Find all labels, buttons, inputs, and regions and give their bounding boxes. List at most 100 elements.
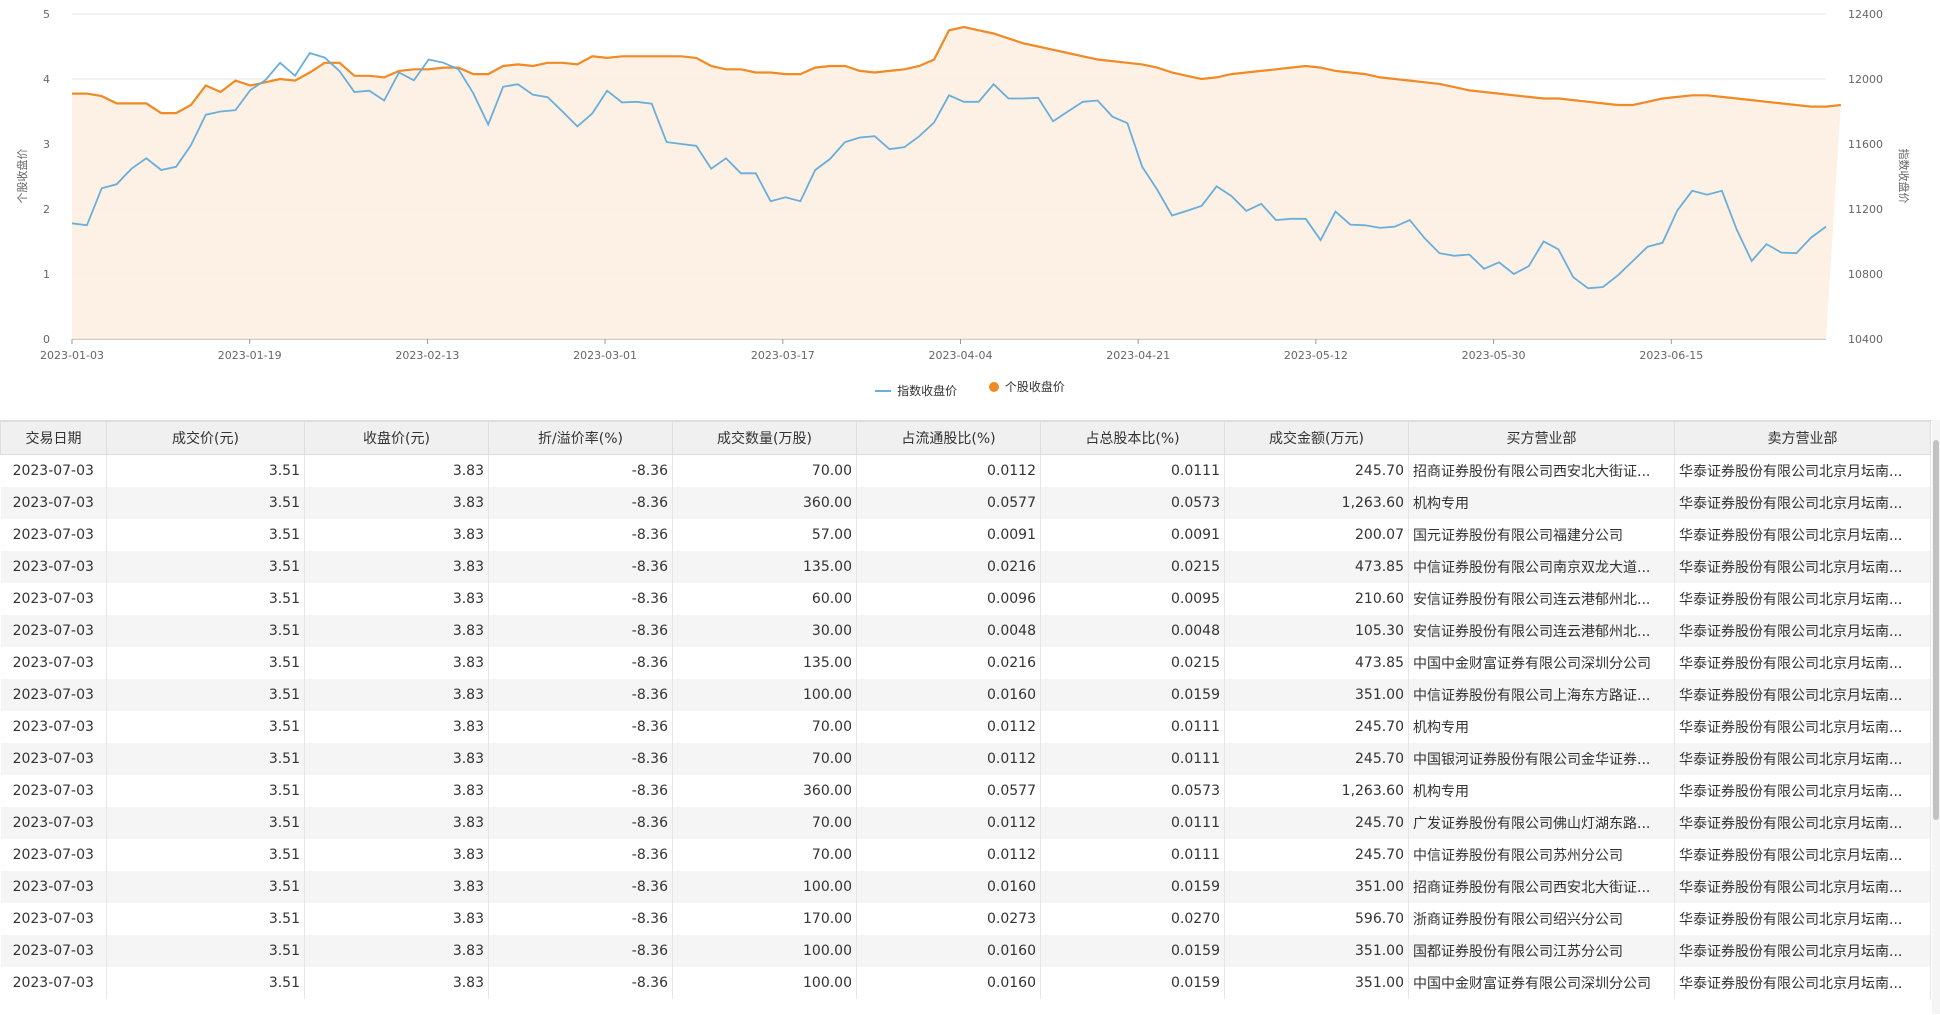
- x-tick-label: 2023-05-12: [1284, 349, 1348, 362]
- table-cell: -8.36: [488, 583, 673, 615]
- table-cell: -8.36: [488, 967, 673, 999]
- table-cell: 0.0111: [1040, 839, 1225, 871]
- table-cell: 0.0577: [856, 487, 1041, 519]
- scrollbar-thumb[interactable]: [1933, 440, 1939, 820]
- table-cell: 2023-07-03: [0, 519, 107, 551]
- table-row[interactable]: 2023-07-03 3.51 3.83 -8.36 135.00 0.0216 0.021…: [0, 551, 1931, 583]
- table-row[interactable]: 2023-07-03 3.51 3.83 -8.36 57.00 0.0091 0.0091…: [0, 519, 1931, 551]
- table-row[interactable]: 2023-07-03 3.51 3.83 -8.36 100.00 0.0160 0.015…: [0, 871, 1931, 903]
- left-tick-label: 5: [43, 8, 50, 21]
- price-chart: 0 1 2 3 4 5 10400 10800 11200 11600 12000 12400 个股收盘…: [0, 0, 1940, 415]
- right-tick-label: 10800: [1848, 268, 1883, 281]
- table-cell: 中国中金财富证券有限公司深圳分公司: [1408, 967, 1675, 999]
- table-cell: 3.51: [106, 454, 305, 487]
- table-cell: 3.83: [304, 935, 489, 967]
- table-row[interactable]: 2023-07-03 3.51 3.83 -8.36 170.00 0.0273 0.027…: [0, 903, 1931, 935]
- table-cell: 0.0159: [1040, 935, 1225, 967]
- table-row[interactable]: 2023-07-03 3.51 3.83 -8.36 360.00 0.0577 0.057…: [0, 487, 1931, 519]
- column-header[interactable]: 折/溢价率(%): [488, 421, 673, 455]
- table-cell: 0.0160: [856, 967, 1041, 999]
- table-cell: 473.85: [1224, 647, 1409, 679]
- table-cell: 2023-07-03: [0, 487, 107, 519]
- legend-line-icon: [875, 389, 892, 392]
- column-header[interactable]: 买方营业部: [1408, 421, 1675, 455]
- table-cell: 机构专用: [1408, 487, 1675, 519]
- table-row[interactable]: 2023-07-03 3.51 3.83 -8.36 70.00 0.0112 0.0111…: [0, 743, 1931, 775]
- table-cell: -8.36: [488, 871, 673, 903]
- table-cell: 安信证券股份有限公司连云港郁州北...: [1408, 615, 1675, 647]
- table-cell: 0.0573: [1040, 487, 1225, 519]
- legend-label-index: 指数收盘价: [897, 384, 958, 398]
- legend-item-stock[interactable]: 个股收盘价: [988, 378, 1065, 395]
- table-cell: 招商证券股份有限公司西安北大街证...: [1408, 454, 1675, 487]
- table-cell: -8.36: [488, 551, 673, 583]
- left-tick-label: 4: [43, 73, 50, 86]
- table-cell: 2023-07-03: [0, 935, 107, 967]
- table-cell: 0.0112: [856, 743, 1041, 775]
- table-cell: 招商证券股份有限公司西安北大街证...: [1408, 871, 1675, 903]
- table-cell: 3.83: [304, 871, 489, 903]
- table-cell: 2023-07-03: [0, 839, 107, 871]
- table-cell: 245.70: [1224, 454, 1409, 487]
- table-cell: 2023-07-03: [0, 967, 107, 999]
- table-cell: 3.51: [106, 583, 305, 615]
- table-scrollbar[interactable]: [1932, 420, 1940, 1014]
- table-cell: -8.36: [488, 711, 673, 743]
- table-row[interactable]: 2023-07-03 3.51 3.83 -8.36 100.00 0.0160 0.015…: [0, 679, 1931, 711]
- table-row[interactable]: 2023-07-03 3.51 3.83 -8.36 70.00 0.0112 0.0111…: [0, 454, 1931, 487]
- column-header[interactable]: 成交金额(万元): [1224, 421, 1409, 455]
- table-cell: 210.60: [1224, 583, 1409, 615]
- table-cell: 0.0216: [856, 647, 1041, 679]
- x-tick-label: 2023-05-30: [1462, 349, 1526, 362]
- table-cell: 596.70: [1224, 903, 1409, 935]
- column-header[interactable]: 占总股本比(%): [1040, 421, 1225, 455]
- table-cell: 60.00: [672, 583, 857, 615]
- legend-label-stock: 个股收盘价: [1004, 380, 1065, 394]
- table-cell: 2023-07-03: [0, 679, 107, 711]
- table-cell: 0.0111: [1040, 743, 1225, 775]
- x-tick-label: 2023-04-21: [1106, 349, 1170, 362]
- table-cell: 0.0095: [1040, 583, 1225, 615]
- table-cell: 70.00: [672, 454, 857, 487]
- table-row[interactable]: 2023-07-03 3.51 3.83 -8.36 70.00 0.0112 0.0111…: [0, 711, 1931, 743]
- table-cell: 中信证券股份有限公司上海东方路证...: [1408, 679, 1675, 711]
- legend-item-index[interactable]: 指数收盘价: [875, 382, 957, 399]
- table-cell: 3.83: [304, 551, 489, 583]
- table-cell: 351.00: [1224, 967, 1409, 999]
- table-row[interactable]: 2023-07-03 3.51 3.83 -8.36 70.00 0.0112 0.0111…: [0, 807, 1931, 839]
- table-cell: 170.00: [672, 903, 857, 935]
- table-row[interactable]: 2023-07-03 3.51 3.83 -8.36 60.00 0.0096 0.0095…: [0, 583, 1931, 615]
- table-row[interactable]: 2023-07-03 3.51 3.83 -8.36 100.00 0.0160 0.015…: [0, 967, 1931, 999]
- table-cell: 中信证券股份有限公司苏州分公司: [1408, 839, 1675, 871]
- table-cell: 3.83: [304, 711, 489, 743]
- table-row[interactable]: 2023-07-03 3.51 3.83 -8.36 360.00 0.0577 0.057…: [0, 775, 1931, 807]
- trade-table: 交易日期 成交价(元) 收盘价(元) 折/溢价率(%) 成交数量(万股) 占流通股比(%)…: [0, 421, 1931, 999]
- table-cell: 国都证券股份有限公司江苏分公司: [1408, 935, 1675, 967]
- table-cell: 70.00: [672, 711, 857, 743]
- table-cell: 3.51: [106, 487, 305, 519]
- table-row[interactable]: 2023-07-03 3.51 3.83 -8.36 70.00 0.0112 0.0111…: [0, 839, 1931, 871]
- column-header[interactable]: 卖方营业部: [1674, 421, 1931, 455]
- table-row[interactable]: 2023-07-03 3.51 3.83 -8.36 135.00 0.0216 0.021…: [0, 647, 1931, 679]
- table-cell: 360.00: [672, 775, 857, 807]
- table-cell: 105.30: [1224, 615, 1409, 647]
- table-cell: 华泰证券股份有限公司北京月坛南...: [1674, 775, 1931, 807]
- column-header[interactable]: 成交价(元): [106, 421, 305, 455]
- right-tick-label: 12000: [1848, 73, 1883, 86]
- table-row[interactable]: 2023-07-03 3.51 3.83 -8.36 100.00 0.0160 0.015…: [0, 935, 1931, 967]
- table-cell: 70.00: [672, 743, 857, 775]
- table-cell: -8.36: [488, 647, 673, 679]
- table-cell: 0.0048: [1040, 615, 1225, 647]
- column-header[interactable]: 占流通股比(%): [856, 421, 1041, 455]
- table-cell: 3.51: [106, 775, 305, 807]
- table-cell: 3.51: [106, 903, 305, 935]
- chart-svg: 0 1 2 3 4 5 10400 10800 11200 11600 12000 12400 个股收盘…: [15, 8, 1911, 362]
- table-cell: 华泰证券股份有限公司北京月坛南...: [1674, 807, 1931, 839]
- column-header[interactable]: 成交数量(万股): [672, 421, 857, 455]
- table-cell: 3.83: [304, 679, 489, 711]
- table-row[interactable]: 2023-07-03 3.51 3.83 -8.36 30.00 0.0048 0.0048…: [0, 615, 1931, 647]
- column-header[interactable]: 收盘价(元): [304, 421, 489, 455]
- table-cell: 华泰证券股份有限公司北京月坛南...: [1674, 615, 1931, 647]
- column-header[interactable]: 交易日期: [0, 421, 107, 455]
